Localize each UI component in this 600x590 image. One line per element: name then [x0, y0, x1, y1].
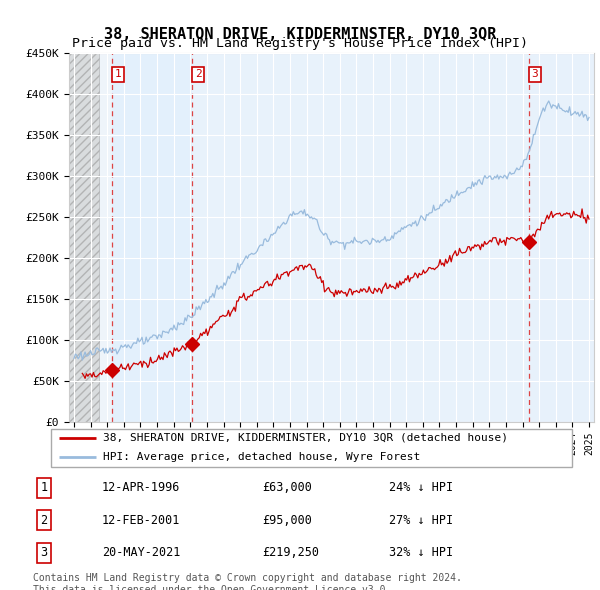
Text: Price paid vs. HM Land Registry's House Price Index (HPI): Price paid vs. HM Land Registry's House …: [72, 37, 528, 50]
Text: 12-APR-1996: 12-APR-1996: [102, 481, 180, 494]
Text: 2: 2: [195, 70, 202, 80]
Bar: [529, 53, 594, 422]
Text: 24% ↓ HPI: 24% ↓ HPI: [389, 481, 453, 494]
Text: 1: 1: [115, 70, 121, 80]
Text: 3: 3: [40, 546, 47, 559]
Text: 3: 3: [532, 70, 538, 80]
FancyBboxPatch shape: [50, 429, 572, 467]
Text: 27% ↓ HPI: 27% ↓ HPI: [389, 514, 453, 527]
Bar: [112, 53, 192, 422]
Text: HPI: Average price, detached house, Wyre Forest: HPI: Average price, detached house, Wyre…: [103, 453, 421, 463]
Text: 32% ↓ HPI: 32% ↓ HPI: [389, 546, 453, 559]
Text: 38, SHERATON DRIVE, KIDDERMINSTER, DY10 3QR (detached house): 38, SHERATON DRIVE, KIDDERMINSTER, DY10 …: [103, 432, 508, 442]
Text: Contains HM Land Registry data © Crown copyright and database right 2024.
This d: Contains HM Land Registry data © Crown c…: [33, 573, 462, 590]
Text: £219,250: £219,250: [262, 546, 319, 559]
Bar: [69, 53, 99, 422]
Text: 12-FEB-2001: 12-FEB-2001: [102, 514, 180, 527]
Text: 2: 2: [40, 514, 47, 527]
Text: 38, SHERATON DRIVE, KIDDERMINSTER, DY10 3QR: 38, SHERATON DRIVE, KIDDERMINSTER, DY10 …: [104, 27, 496, 41]
Text: £95,000: £95,000: [262, 514, 312, 527]
Bar: [192, 53, 529, 422]
Text: £63,000: £63,000: [262, 481, 312, 494]
Text: 1: 1: [40, 481, 47, 494]
Text: 20-MAY-2021: 20-MAY-2021: [102, 546, 180, 559]
